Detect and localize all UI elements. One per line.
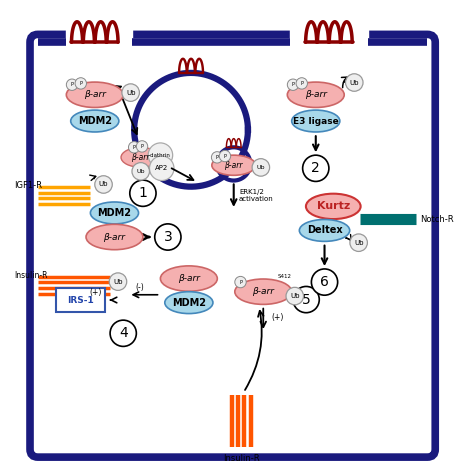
FancyBboxPatch shape	[30, 35, 435, 457]
Text: MDM2: MDM2	[78, 116, 112, 126]
Text: Ub: Ub	[354, 240, 364, 246]
Text: clathrin: clathrin	[150, 153, 171, 158]
Text: (-): (-)	[136, 283, 144, 292]
Ellipse shape	[287, 82, 344, 108]
Text: Insulin-R: Insulin-R	[223, 455, 260, 464]
Circle shape	[148, 143, 173, 167]
Text: Ub: Ub	[256, 165, 265, 170]
Circle shape	[95, 176, 112, 193]
Text: β-arr: β-arr	[178, 274, 200, 283]
Text: AP2: AP2	[155, 165, 168, 171]
Circle shape	[235, 276, 246, 288]
Circle shape	[296, 78, 308, 89]
Text: Ub: Ub	[349, 80, 359, 85]
Ellipse shape	[86, 224, 143, 250]
Polygon shape	[217, 147, 250, 181]
Circle shape	[66, 79, 78, 91]
Polygon shape	[66, 14, 132, 48]
Polygon shape	[290, 14, 368, 48]
Text: Ub: Ub	[137, 169, 145, 174]
Text: β-arr: β-arr	[305, 90, 327, 99]
Circle shape	[346, 74, 363, 91]
Circle shape	[130, 180, 156, 206]
Circle shape	[149, 156, 174, 181]
Text: MDM2: MDM2	[98, 208, 131, 218]
Text: Ub: Ub	[290, 293, 300, 299]
Text: β-arr: β-arr	[84, 90, 106, 99]
Circle shape	[293, 286, 319, 313]
Text: Ub: Ub	[113, 279, 123, 284]
Text: 6: 6	[320, 275, 329, 289]
Text: Ub: Ub	[126, 90, 136, 96]
Text: P: P	[292, 82, 294, 87]
Text: 4: 4	[119, 326, 128, 340]
Text: P: P	[71, 82, 73, 87]
Circle shape	[122, 84, 139, 101]
Ellipse shape	[292, 110, 340, 132]
Text: P: P	[216, 155, 219, 160]
Ellipse shape	[91, 202, 138, 224]
Circle shape	[137, 141, 148, 152]
Text: ERK1/2
activation: ERK1/2 activation	[239, 189, 273, 202]
FancyBboxPatch shape	[56, 288, 105, 312]
Ellipse shape	[212, 155, 255, 175]
Text: β-arr: β-arr	[225, 161, 243, 170]
Text: 2: 2	[311, 161, 320, 175]
Text: β-arr: β-arr	[252, 287, 274, 296]
Circle shape	[286, 287, 303, 305]
Circle shape	[287, 79, 299, 91]
Text: β-arr: β-arr	[131, 153, 150, 162]
Circle shape	[128, 142, 140, 153]
Text: P: P	[141, 144, 144, 149]
Ellipse shape	[71, 110, 119, 132]
Text: P: P	[239, 280, 242, 284]
Text: IRS-1: IRS-1	[67, 295, 94, 304]
Text: (+): (+)	[90, 288, 102, 297]
Circle shape	[132, 163, 149, 180]
Circle shape	[302, 155, 329, 182]
Text: S412: S412	[277, 274, 291, 279]
Ellipse shape	[300, 219, 350, 241]
Text: E3 ligase: E3 ligase	[293, 117, 338, 126]
Circle shape	[311, 269, 337, 295]
Text: (+): (+)	[271, 313, 283, 322]
Text: Notch-R: Notch-R	[420, 215, 454, 224]
Text: P: P	[301, 81, 303, 86]
Text: Ub: Ub	[99, 182, 108, 188]
Circle shape	[252, 159, 270, 176]
Circle shape	[211, 152, 223, 163]
Ellipse shape	[235, 279, 292, 304]
Text: Insulin-R: Insulin-R	[14, 271, 47, 280]
Text: 5: 5	[302, 292, 310, 307]
Text: 3: 3	[164, 230, 172, 244]
Text: MDM2: MDM2	[172, 298, 206, 308]
Text: β-arr: β-arr	[103, 233, 126, 241]
Ellipse shape	[160, 266, 217, 291]
Text: Deltex: Deltex	[307, 226, 342, 236]
Circle shape	[155, 224, 181, 250]
Circle shape	[75, 78, 86, 89]
Text: P: P	[224, 154, 227, 158]
Circle shape	[110, 320, 137, 346]
Ellipse shape	[66, 82, 123, 108]
Text: P: P	[79, 81, 82, 86]
Ellipse shape	[165, 292, 213, 314]
Text: 1: 1	[138, 186, 147, 200]
Ellipse shape	[121, 147, 160, 167]
Circle shape	[109, 273, 127, 291]
Polygon shape	[134, 73, 248, 187]
Text: Kurtz: Kurtz	[317, 201, 350, 211]
Text: IGF1-R: IGF1-R	[14, 181, 42, 190]
Ellipse shape	[306, 194, 361, 219]
Text: P: P	[133, 145, 136, 150]
Circle shape	[219, 150, 231, 162]
Circle shape	[350, 234, 367, 251]
